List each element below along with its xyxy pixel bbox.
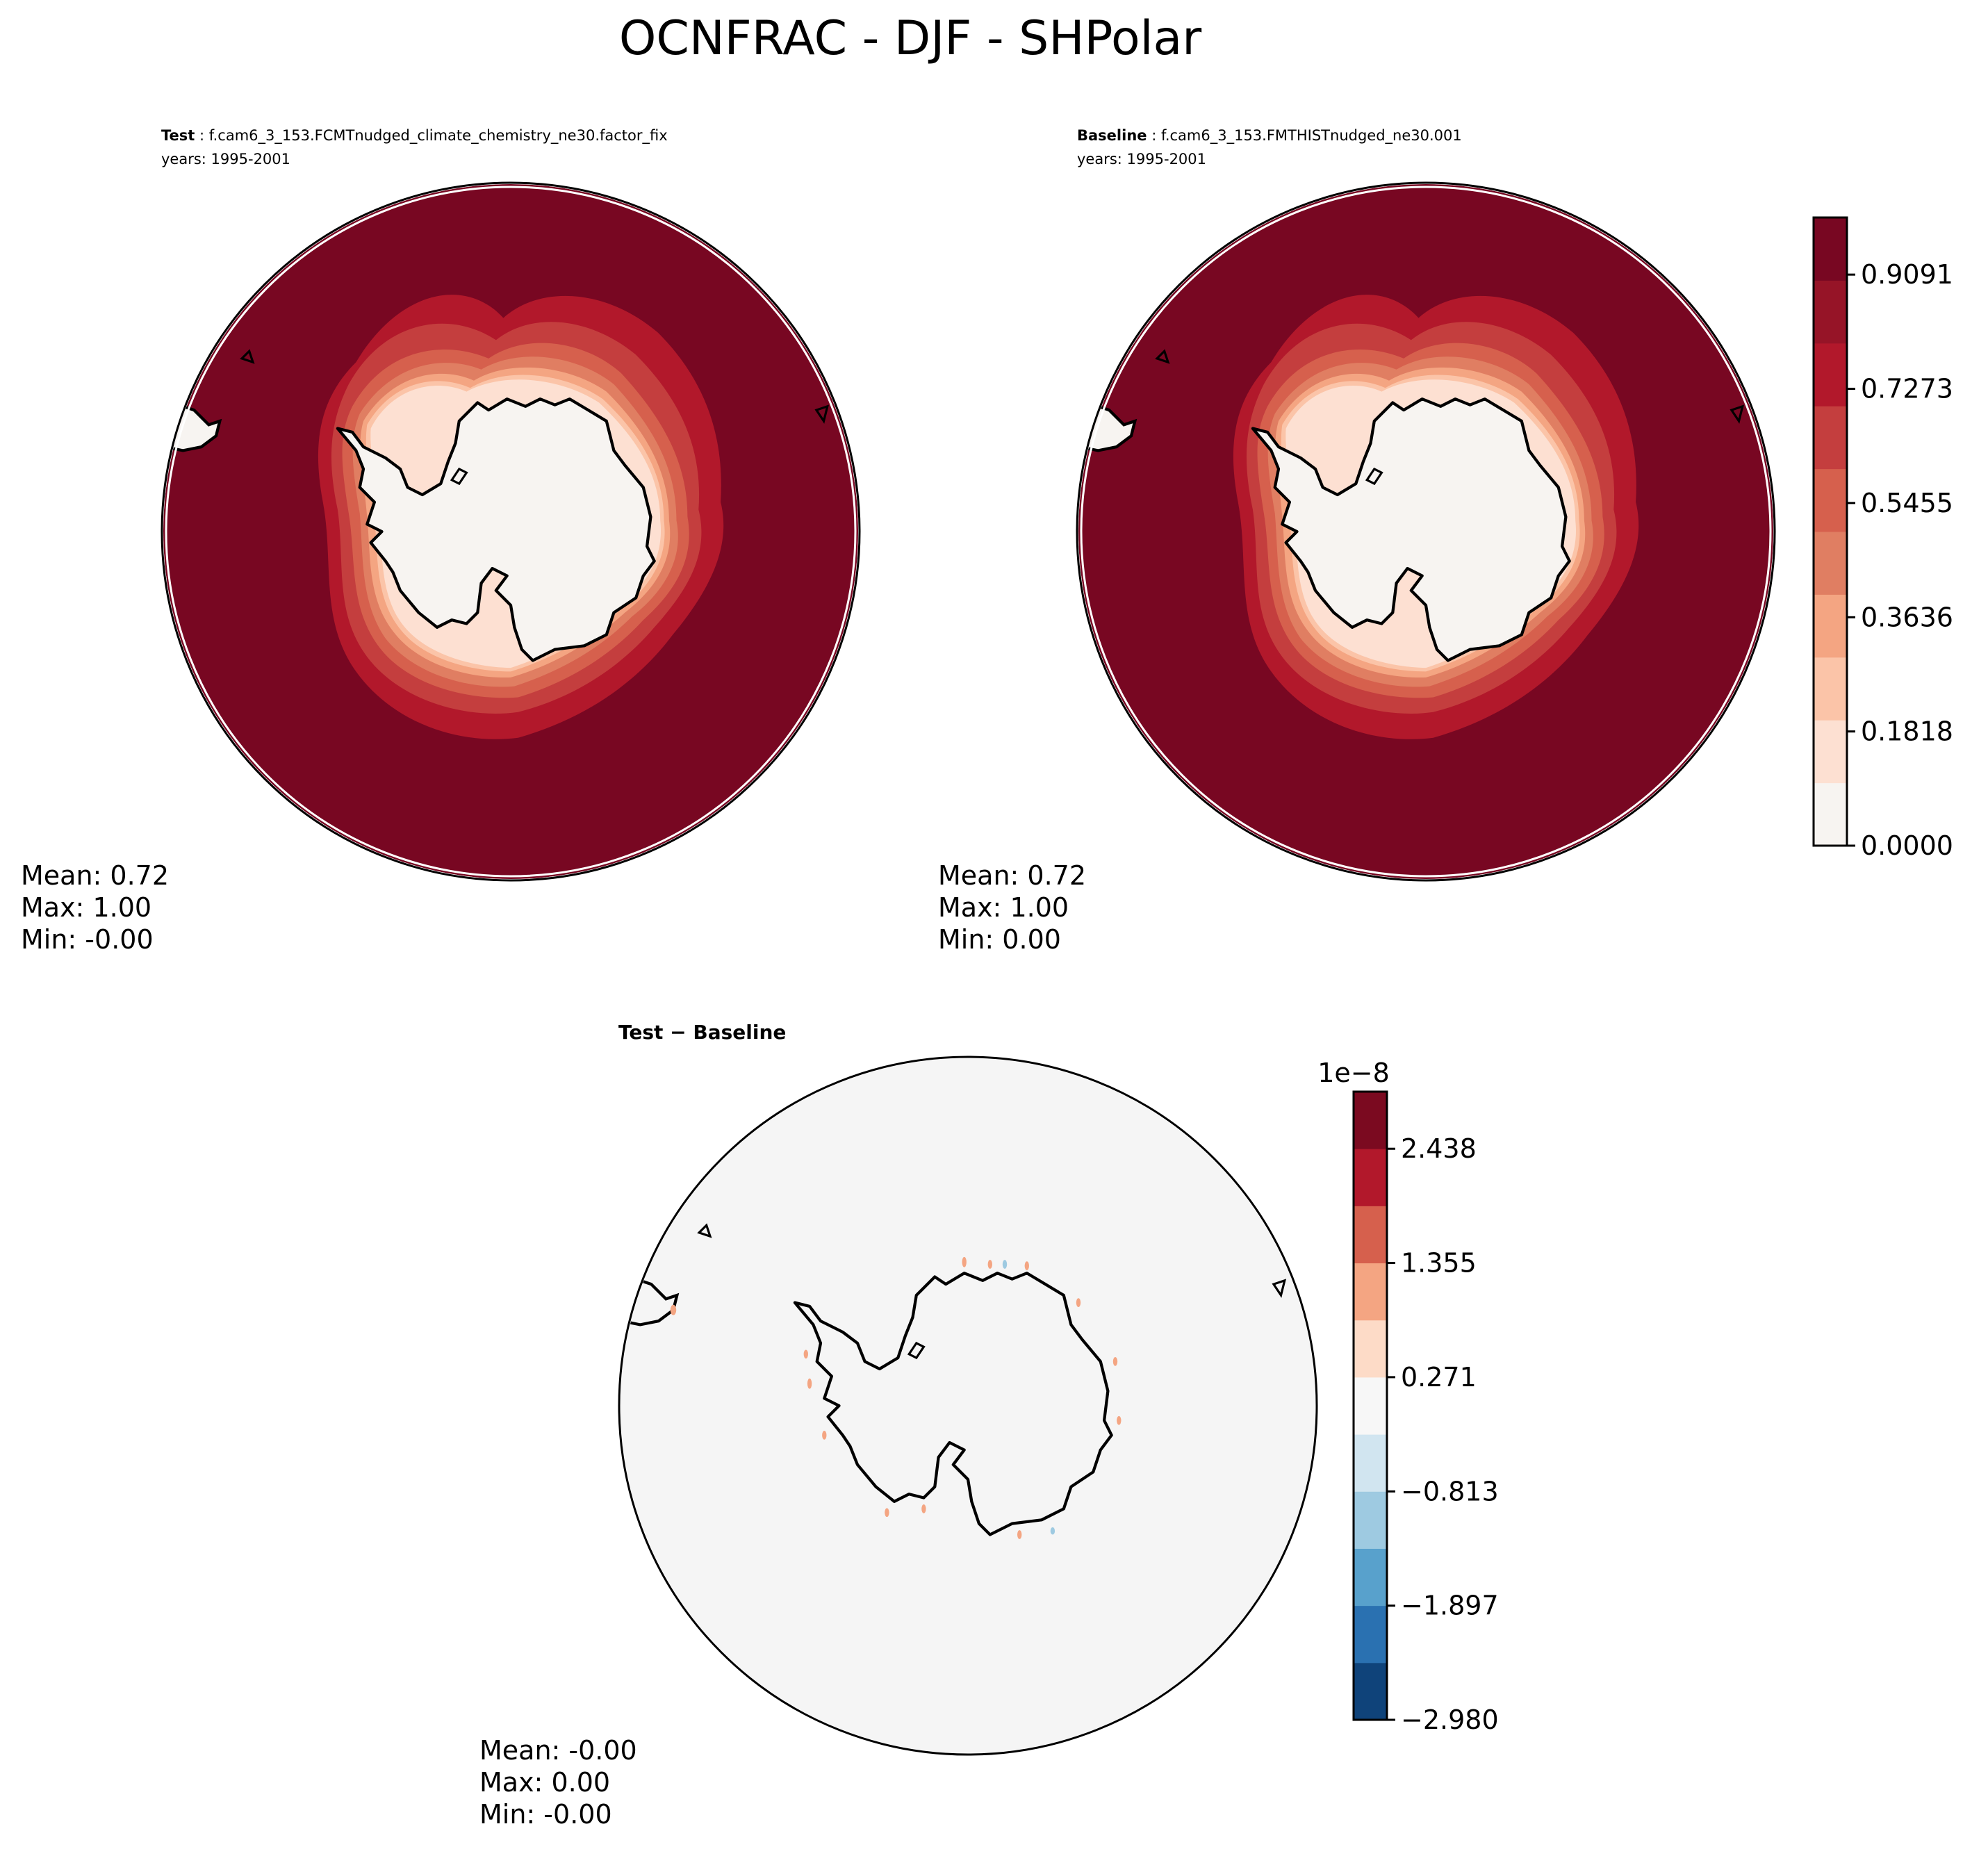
colorbar-diff-swatch-4 <box>1354 1434 1387 1492</box>
colorbar-diff-swatch-6 <box>1354 1320 1387 1378</box>
baseline-case-separator: : <box>1147 127 1161 144</box>
difference-stat-mean: Mean: -0.00 <box>479 1735 637 1766</box>
test-case-name: f.cam6_3_153.FCMTnudged_climate_chemistr… <box>209 127 668 145</box>
colorbar-diff-swatch-8 <box>1354 1206 1387 1264</box>
baseline-years: years: 1995-2001 <box>1077 151 1206 167</box>
test-stat-max: Max: 1.00 <box>21 892 151 923</box>
difference-map-field <box>621 1058 1315 1753</box>
colorbar-main-swatch-8 <box>1814 280 1847 344</box>
colorbar-diff-swatch-1 <box>1354 1605 1387 1664</box>
colorbar-difference: −2.980 −1.897 −0.813 0.271 1.355 2.438 <box>1352 1090 1499 1735</box>
colorbar-diff-swatch-5 <box>1354 1377 1387 1435</box>
difference-title: Test − Baseline <box>618 1021 786 1044</box>
colorbar-main-swatch-6 <box>1814 406 1847 470</box>
colorbar-diff-swatch-2 <box>1354 1548 1387 1607</box>
colorbar-diff-swatch-10 <box>1354 1092 1387 1149</box>
test-map-boundary <box>161 181 861 882</box>
colorbar-main-swatch-9 <box>1814 217 1847 281</box>
colorbar-main-tick-label-1: 0.1818 <box>1861 716 1953 747</box>
colorbar-main-tick-label-5: 0.9091 <box>1861 259 1953 290</box>
colorbar-main-tick-label-4: 0.7273 <box>1861 374 1953 404</box>
colorbar-main-swatch-0 <box>1814 782 1847 846</box>
colorbar-main-swatch-5 <box>1814 468 1847 532</box>
colorbar-main-tick-label-2: 0.3636 <box>1861 602 1953 632</box>
baseline-map-boundary <box>1076 181 1776 882</box>
colorbar-main-tick-label-0: 0.0000 <box>1861 830 1953 861</box>
colorbar-main-swatch-2 <box>1814 657 1847 721</box>
baseline-map-field <box>1078 184 1773 879</box>
panel-difference: Test − Baseline <box>479 1021 1318 1830</box>
colorbar-main-swatch-1 <box>1814 720 1847 784</box>
panel-baseline: Baseline : f.cam6_3_153.FMTHISTnudged_ne… <box>938 127 1776 955</box>
colorbar-diff-frame <box>1352 1090 1388 1721</box>
colorbar-diff-swatch-3 <box>1354 1491 1387 1549</box>
colorbar-diff-swatch-0 <box>1354 1662 1387 1721</box>
colorbar-diff-tick-label-1: −1.897 <box>1401 1591 1499 1621</box>
colorbar-main-swatch-4 <box>1814 532 1847 595</box>
colorbar-main-swatch-7 <box>1814 343 1847 406</box>
difference-stat-min: Min: -0.00 <box>479 1799 612 1830</box>
baseline-case-name: f.cam6_3_153.FMTHISTnudged_ne30.001 <box>1161 127 1462 145</box>
colorbar-diff-tick-label-4: 1.355 <box>1401 1247 1477 1278</box>
test-stat-mean: Mean: 0.72 <box>21 860 169 891</box>
colorbar-diff-tick-label-5: 2.438 <box>1401 1133 1477 1164</box>
baseline-label: Baseline <box>1077 127 1147 144</box>
colorbar-main-tick-label-3: 0.5455 <box>1861 488 1953 518</box>
colorbar-diff-swatch-7 <box>1354 1263 1387 1321</box>
colorbar-diff-swatch-9 <box>1354 1149 1387 1206</box>
colorbar-diff-tick-label-0: −2.980 <box>1401 1705 1499 1735</box>
test-years: years: 1995-2001 <box>161 151 290 167</box>
test-case-separator: : <box>195 127 208 144</box>
colorbar-diff-exponent: 1e−8 <box>1317 1058 1390 1088</box>
baseline-stat-min: Min: 0.00 <box>938 924 1061 955</box>
baseline-stat-max: Max: 1.00 <box>938 892 1069 923</box>
figure-title: OCNFRAC - DJF - SHPolar <box>619 11 1201 66</box>
test-label: Test <box>161 127 195 144</box>
colorbar-diff-tick-label-2: −0.813 <box>1401 1476 1499 1506</box>
colorbar-diff-tick-label-3: 0.271 <box>1401 1362 1477 1393</box>
test-stat-min: Min: -0.00 <box>21 924 154 955</box>
test-map-field <box>163 184 858 879</box>
baseline-case-line: Baseline : f.cam6_3_153.FMTHISTnudged_ne… <box>1077 127 1462 145</box>
colorbar-main-frame <box>1812 216 1848 847</box>
baseline-stat-mean: Mean: 0.72 <box>938 860 1086 891</box>
panel-test: Test : f.cam6_3_153.FCMTnudged_climate_c… <box>21 127 861 955</box>
test-case-line: Test : f.cam6_3_153.FCMTnudged_climate_c… <box>161 127 668 145</box>
colorbar-main: 0.0000 0.1818 0.3636 0.5455 0.7273 0.9091 <box>1812 216 1953 861</box>
colorbar-main-swatch-3 <box>1814 594 1847 658</box>
difference-stat-max: Max: 0.00 <box>479 1767 610 1798</box>
difference-map-boundary <box>618 1056 1318 1756</box>
